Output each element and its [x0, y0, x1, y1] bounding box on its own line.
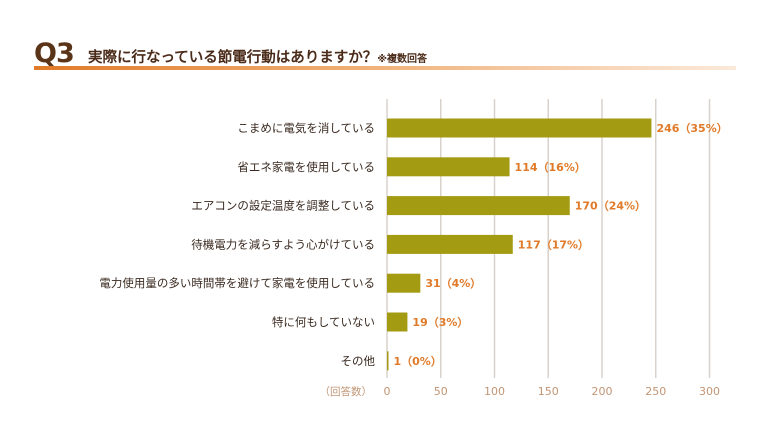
category-label: 待機電力を減らすよう心がけている	[191, 237, 375, 251]
category-label: その他	[341, 354, 376, 368]
x-tick-label: 300	[699, 385, 720, 398]
bar	[387, 118, 652, 138]
bar	[387, 234, 513, 254]
bar	[387, 351, 389, 371]
x-tick-label: 50	[434, 385, 448, 398]
x-tick-label: 0	[384, 385, 391, 398]
question-title: 実際に行なっている節電行動はありますか？※複数回答	[88, 46, 427, 67]
x-tick-label: 250	[645, 385, 666, 398]
category-label: こまめに電気を消している	[237, 121, 375, 135]
data-label: 170（24%）	[575, 200, 646, 213]
question-number: Q3	[34, 38, 75, 69]
x-tick-label: 200	[592, 385, 613, 398]
data-label: 114（16%）	[515, 161, 586, 174]
question-header: Q3 実際に行なっている節電行動はありますか？※複数回答	[0, 0, 768, 80]
bar	[387, 196, 570, 216]
question-text: 実際に行なっている節電行動はありますか？	[88, 50, 378, 66]
data-label: 117（17%）	[518, 238, 589, 251]
question-note: ※複数回答	[377, 54, 428, 65]
x-axis-label: （回答数）	[320, 385, 373, 398]
x-tick-label: 100	[484, 385, 505, 398]
data-label: 246（35%）	[656, 122, 727, 135]
data-label: 19（3%）	[412, 316, 468, 329]
data-label: 31（4%）	[425, 277, 481, 290]
bar	[387, 312, 408, 332]
header-underline	[34, 66, 736, 70]
bar	[387, 273, 421, 293]
x-tick-label: 150	[538, 385, 559, 398]
bar	[387, 157, 510, 177]
category-label: 特に何もしていない	[272, 315, 375, 329]
category-label: 省エネ家電を使用している	[237, 160, 375, 174]
category-label: エアコンの設定温度を調整している	[191, 199, 375, 213]
data-label: 1（0%）	[394, 355, 442, 368]
category-label: 電力使用量の多い時間帯を避けて家電を使用している	[99, 276, 375, 290]
